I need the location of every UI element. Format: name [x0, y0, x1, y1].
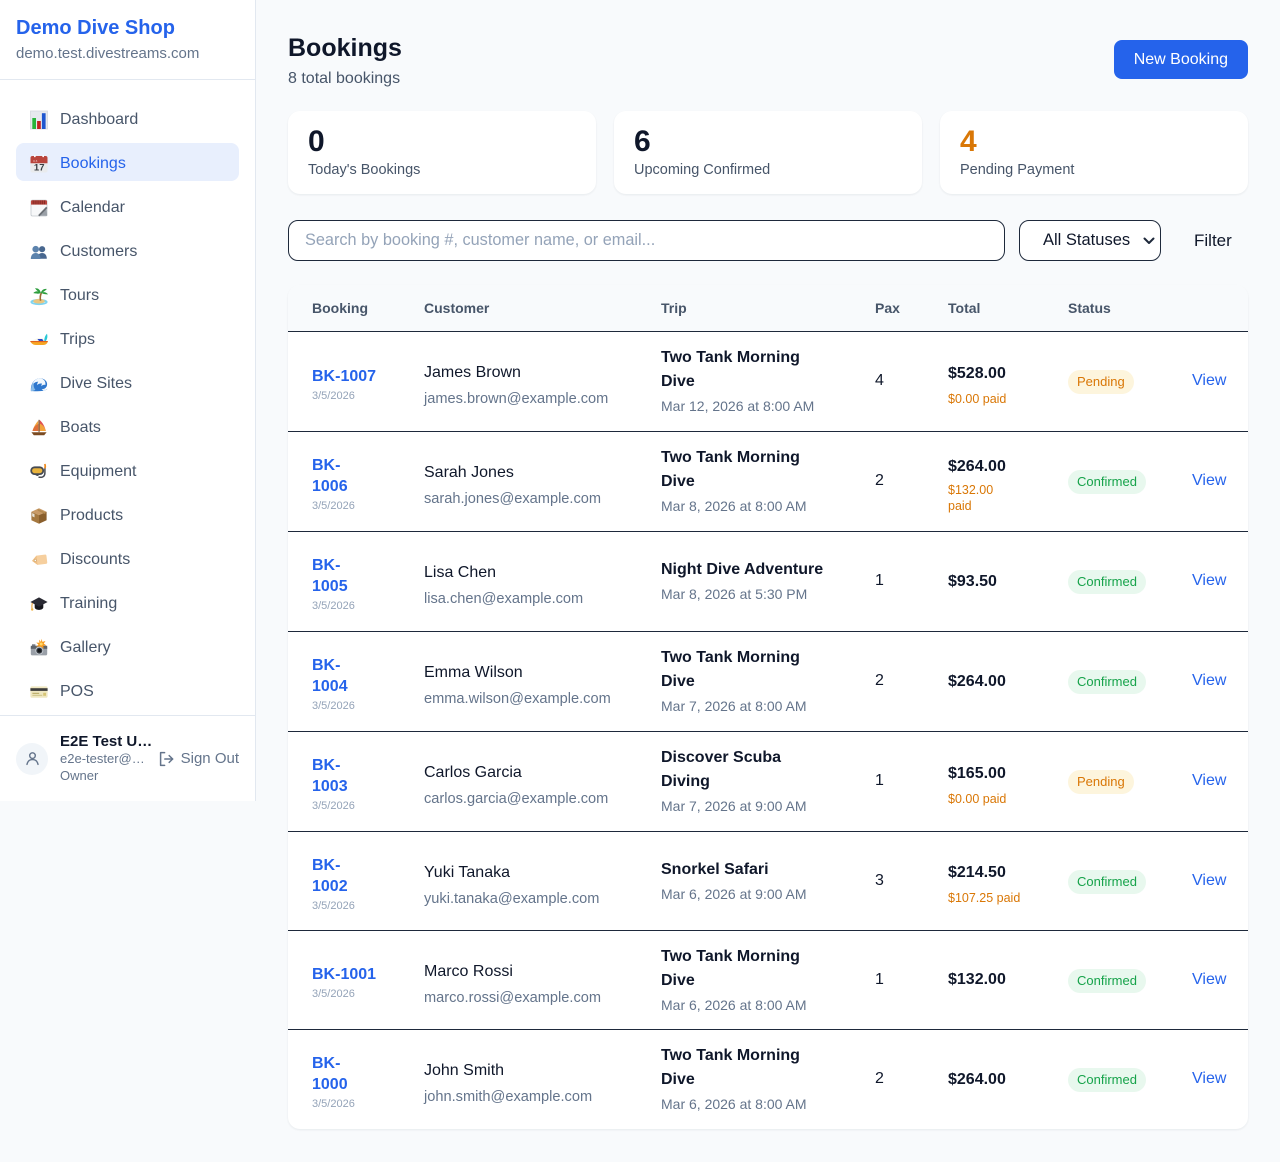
svg-text:17: 17 — [34, 162, 45, 173]
